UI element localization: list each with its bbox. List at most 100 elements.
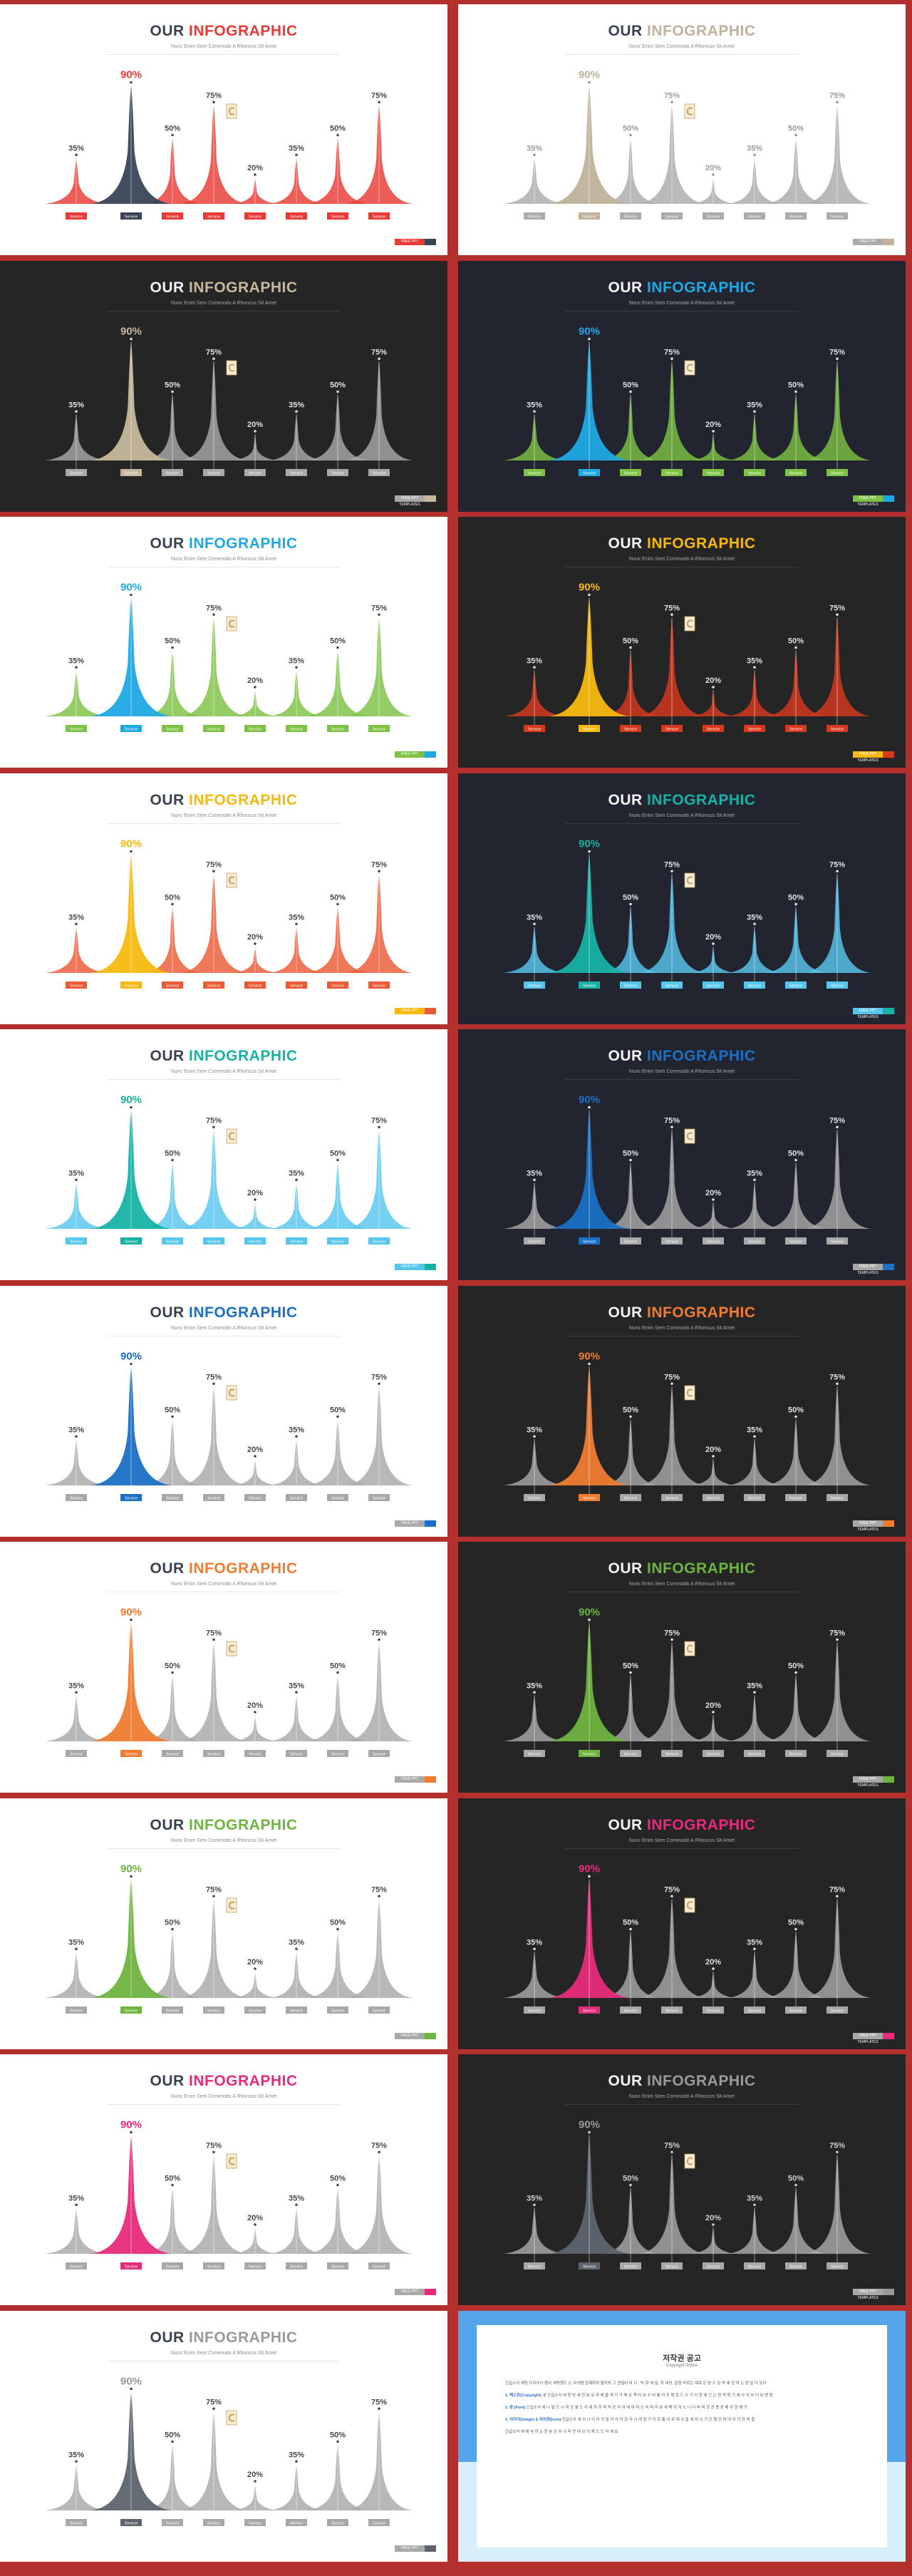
category-tag-2 <box>120 1237 142 1245</box>
category-label-4: Service <box>207 215 220 220</box>
peak-chart: 35% Service 90% Service 50% Service 75% Service… <box>503 69 871 220</box>
category-tag-8 <box>368 1237 390 1245</box>
slide-title: OUR INFOGRAPHIC <box>458 1304 906 1322</box>
slide-14[interactable]: OUR INFOGRAPHIC Nunc Enim Sem Commodo A R… <box>458 1542 906 1793</box>
category-tag-4 <box>661 212 683 220</box>
peak-dot-6 <box>295 1947 298 1950</box>
category-tag-2 <box>579 212 600 220</box>
slide-16[interactable]: OUR INFOGRAPHIC Nunc Enim Sem Commodo A R… <box>458 1798 906 2049</box>
category-tag-2 <box>579 468 600 476</box>
divider <box>565 823 799 824</box>
category-tag-3 <box>162 1750 183 1757</box>
value-label-1: 35% <box>68 1938 84 1947</box>
value-label-6: 35% <box>289 144 304 153</box>
footer-swatch <box>425 2032 436 2039</box>
category-tag-3 <box>162 981 183 989</box>
slide-1[interactable]: OUR INFOGRAPHIC Nunc Enim Sem Commodo A R… <box>0 4 447 255</box>
peak-dot-1 <box>75 1691 78 1694</box>
category-tag-7 <box>785 1750 807 1757</box>
category-tag-1 <box>66 1750 87 1757</box>
peak-chart: 35% Service 90% Service 50% Service 75% Service… <box>45 582 413 732</box>
slide-17[interactable]: OUR INFOGRAPHIC Nunc Enim Sem Commodo A R… <box>0 2054 447 2305</box>
slide-6[interactable]: OUR INFOGRAPHIC Nunc Enim Sem Commodo A R… <box>458 517 906 768</box>
slide-15[interactable]: OUR INFOGRAPHIC Nunc Enim Sem Commodo A R… <box>0 1798 447 2049</box>
slide-9[interactable]: OUR INFOGRAPHIC Nunc Enim Sem Commodo A R… <box>0 1029 447 1280</box>
notice-p4: 긴급소식 세 의 나 이 미 지 빌 아 아 이 콘 사 시 대 잡 가 이 로… <box>561 2417 755 2422</box>
category-tag-7 <box>327 1237 348 1245</box>
category-label-5: Service <box>707 215 720 220</box>
peak-dot-3 <box>171 2440 174 2443</box>
value-label-8: 75% <box>371 348 387 356</box>
title-infographic: INFOGRAPHIC <box>189 1304 298 1321</box>
peak-chart: 35% Service 90% Service 50% Service 75% Service… <box>503 2119 871 2270</box>
category-tag-3 <box>162 212 183 220</box>
slide-subtitle: Nunc Enim Sem Commodo A Rhoncus Sit Amet <box>170 1838 277 1843</box>
peak-dot-7 <box>336 133 339 137</box>
category-label-7: Service <box>331 1496 344 1500</box>
slide-7[interactable]: OUR INFOGRAPHIC Nunc Enim Sem Commodo A R… <box>0 773 447 1024</box>
category-label-1: Service <box>70 984 83 988</box>
peak-dot-3 <box>171 646 174 649</box>
category-label-4: Service <box>207 2009 220 2013</box>
category-tag-3 <box>620 2006 641 2014</box>
category-tag-1 <box>66 1493 87 1501</box>
value-label-2: 90% <box>579 838 600 850</box>
category-tag-7 <box>327 468 348 476</box>
category-tag-3 <box>620 1493 641 1501</box>
footer-label: FREE PPT TEMPLATES <box>853 1776 883 1788</box>
peak-dot-2 <box>130 2131 133 2134</box>
peak-dot-5 <box>712 1967 715 1970</box>
value-label-8: 75% <box>371 604 387 612</box>
copyright-notice-slide[interactable]: 저작권 공고 Copyright Notice 긴급소식 세팅 디자이너 팬이 세탁… <box>458 2310 906 2562</box>
logo-badge <box>226 1128 237 1144</box>
title-infographic: INFOGRAPHIC <box>189 535 298 552</box>
value-label-3: 50% <box>165 1406 180 1414</box>
notice-h4: 3. 이미지(Image) & 아이콘(Icon) <box>505 2417 561 2422</box>
peak-chart: 35% Service 90% Service 50% Service 75% Service… <box>45 2375 413 2526</box>
divider <box>565 2104 799 2105</box>
footer-label: FREE PPT TEMPLATES <box>853 495 883 507</box>
logo-mark-icon <box>686 1644 693 1653</box>
title-our: OUR <box>608 1560 643 1577</box>
slide-18[interactable]: OUR INFOGRAPHIC Nunc Enim Sem Commodo A R… <box>458 2054 906 2305</box>
category-label-3: Service <box>624 728 637 732</box>
category-label-6: Service <box>290 984 303 988</box>
category-tag-4 <box>661 725 683 732</box>
value-label-8: 75% <box>829 1373 845 1381</box>
slide-8[interactable]: OUR INFOGRAPHIC Nunc Enim Sem Commodo A R… <box>458 773 906 1024</box>
category-label-6: Service <box>290 2521 303 2525</box>
slide-subtitle: Nunc Enim Sem Commodo A Rhoncus Sit Amet <box>628 44 735 49</box>
slide-2[interactable]: OUR INFOGRAPHIC Nunc Enim Sem Commodo A R… <box>458 4 906 255</box>
peak-dot-2 <box>588 593 591 597</box>
slide-10[interactable]: OUR INFOGRAPHIC Nunc Enim Sem Commodo A R… <box>458 1029 906 1280</box>
slide-13[interactable]: OUR INFOGRAPHIC Nunc Enim Sem Commodo A R… <box>0 1542 447 1793</box>
logo-mark-icon <box>686 619 693 628</box>
slide-title: OUR INFOGRAPHIC <box>458 535 906 552</box>
value-label-8: 75% <box>371 1885 387 1894</box>
peak-dot-3 <box>629 1671 632 1674</box>
peak-dot-7 <box>336 1415 339 1418</box>
peak-dot-3 <box>629 390 632 393</box>
value-label-4: 75% <box>206 2141 222 2150</box>
slide-title: OUR INFOGRAPHIC <box>0 23 447 40</box>
slide-12[interactable]: OUR INFOGRAPHIC Nunc Enim Sem Commodo A R… <box>458 1285 906 1537</box>
category-label-2: Service <box>125 1496 138 1500</box>
category-tag-1 <box>66 468 87 476</box>
slide-3[interactable]: OUR INFOGRAPHIC Nunc Enim Sem Commodo A R… <box>0 260 447 512</box>
category-tag-8 <box>826 468 848 476</box>
value-label-1: 35% <box>68 1426 84 1434</box>
category-label-3: Service <box>166 2521 179 2525</box>
slide-11[interactable]: OUR INFOGRAPHIC Nunc Enim Sem Commodo A R… <box>0 1285 447 1537</box>
slide-4[interactable]: OUR INFOGRAPHIC Nunc Enim Sem Commodo A R… <box>458 260 906 512</box>
slide-19[interactable]: OUR INFOGRAPHIC Nunc Enim Sem Commodo A R… <box>0 2310 447 2562</box>
logo-badge <box>226 2153 237 2169</box>
value-label-1: 35% <box>68 401 84 409</box>
title-infographic: INFOGRAPHIC <box>647 1048 756 1064</box>
category-tag-1 <box>66 1237 87 1245</box>
category-label-4: Service <box>665 984 678 988</box>
slide-5[interactable]: OUR INFOGRAPHIC Nunc Enim Sem Commodo A R… <box>0 517 447 768</box>
value-label-1: 35% <box>527 1938 542 1947</box>
value-label-1: 35% <box>527 656 542 665</box>
value-label-1: 35% <box>527 401 542 409</box>
category-tag-2 <box>120 725 142 732</box>
